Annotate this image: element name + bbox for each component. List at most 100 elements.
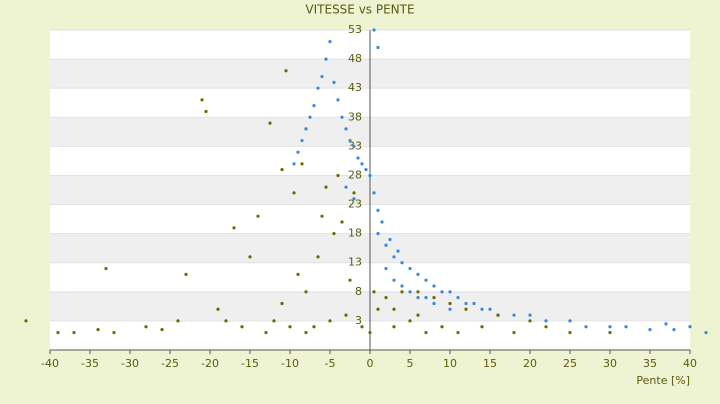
- x-tick-label: 10: [443, 357, 457, 370]
- point: [440, 325, 444, 329]
- point: [320, 214, 324, 218]
- point: [200, 98, 204, 102]
- point: [664, 322, 668, 326]
- point: [448, 307, 452, 311]
- point: [424, 330, 428, 335]
- x-tick-label: -35: [81, 357, 99, 370]
- point: [348, 138, 352, 143]
- point: [416, 296, 420, 300]
- point: [72, 330, 76, 335]
- point: [368, 330, 372, 335]
- point: [328, 40, 332, 44]
- point: [512, 313, 516, 317]
- point: [312, 104, 316, 108]
- point: [672, 328, 676, 332]
- point: [416, 272, 420, 276]
- point: [344, 313, 348, 317]
- point: [384, 243, 388, 247]
- point: [424, 296, 428, 300]
- y-tick-label: 38: [348, 110, 362, 123]
- point: [456, 330, 460, 335]
- point: [280, 301, 284, 306]
- point: [344, 185, 348, 189]
- point: [496, 313, 500, 317]
- point: [432, 301, 436, 306]
- x-tick-label: 0: [367, 357, 374, 370]
- point: [336, 173, 340, 178]
- point: [288, 325, 292, 329]
- point: [224, 319, 228, 323]
- y-tick-label: 3: [355, 314, 362, 327]
- point: [296, 272, 300, 276]
- point: [376, 45, 380, 50]
- point: [432, 296, 436, 300]
- point: [376, 232, 380, 236]
- point: [388, 237, 392, 242]
- point: [408, 319, 412, 323]
- point: [704, 330, 708, 335]
- point: [332, 80, 336, 84]
- point: [160, 328, 164, 332]
- point: [688, 325, 692, 329]
- point: [56, 330, 60, 335]
- x-tick-label: 5: [407, 357, 414, 370]
- point: [332, 232, 336, 236]
- y-tick-label: 28: [348, 168, 362, 181]
- point: [584, 325, 588, 329]
- point: [232, 226, 236, 230]
- point: [240, 325, 244, 329]
- point: [304, 330, 308, 335]
- point: [308, 115, 312, 119]
- x-tick-label: -25: [161, 357, 179, 370]
- point: [372, 191, 376, 195]
- point: [284, 69, 288, 73]
- x-tick-label: 35: [643, 357, 657, 370]
- point: [384, 296, 388, 300]
- x-tick-label: -40: [41, 357, 59, 370]
- point: [432, 284, 436, 288]
- x-tick-label: 25: [563, 357, 577, 370]
- point: [272, 319, 276, 323]
- point: [352, 197, 356, 201]
- point: [392, 307, 396, 311]
- point: [216, 307, 220, 311]
- point: [456, 296, 460, 300]
- point: [384, 266, 388, 271]
- point: [248, 255, 252, 259]
- point: [256, 214, 260, 218]
- x-tick-label: -10: [281, 357, 299, 370]
- point: [304, 127, 308, 131]
- point: [300, 138, 304, 143]
- point: [464, 307, 468, 311]
- x-tick-label: -5: [325, 357, 336, 370]
- y-tick-label: 13: [348, 256, 362, 269]
- point: [416, 313, 420, 317]
- point: [312, 325, 316, 329]
- point: [268, 121, 272, 125]
- point: [488, 307, 492, 311]
- point: [512, 330, 516, 335]
- x-tick-label: -15: [241, 357, 259, 370]
- point: [352, 191, 356, 195]
- point: [608, 330, 612, 335]
- point: [480, 325, 484, 329]
- chart-title: VITESSE vs PENTE: [305, 3, 414, 17]
- point: [176, 319, 180, 323]
- x-axis-label: Pente [%]: [636, 374, 690, 387]
- point: [340, 220, 344, 224]
- point: [392, 255, 396, 259]
- point: [328, 319, 332, 323]
- point: [112, 330, 116, 335]
- y-tick-label: 53: [348, 23, 362, 36]
- point: [360, 162, 364, 166]
- y-tick-label: 48: [348, 52, 362, 65]
- point: [352, 144, 356, 148]
- point: [316, 86, 320, 90]
- y-tick-label: 23: [348, 198, 362, 211]
- point: [392, 325, 396, 329]
- point: [416, 290, 420, 294]
- point: [336, 98, 340, 102]
- point: [360, 325, 364, 329]
- point: [204, 109, 208, 114]
- x-tick-label: -20: [201, 357, 219, 370]
